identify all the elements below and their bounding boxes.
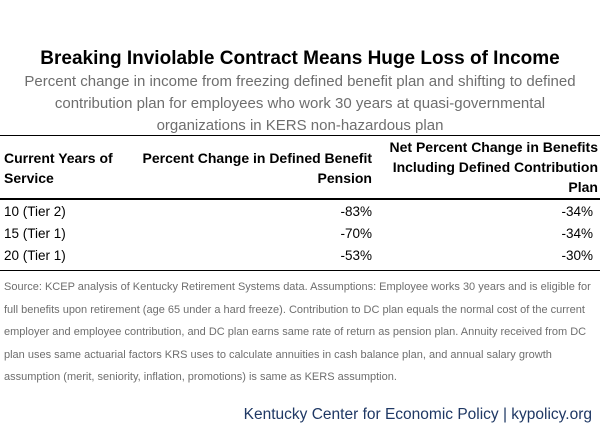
row-net-cell: -30%	[561, 248, 593, 263]
header-db-change: Percent Change in Defined Benefit Pensio…	[142, 150, 372, 186]
table-bottom-rule	[0, 270, 600, 271]
row-years-cell: 15 (Tier 1)	[4, 226, 66, 241]
chart-title: Breaking Inviolable Contract Means Huge …	[40, 48, 560, 69]
table-row: 20 (Tier 1) -53% -30%	[0, 245, 600, 267]
footer-credit: Kentucky Center for Economic Policy | ky…	[243, 406, 592, 423]
row-net-cell: -34%	[561, 204, 593, 219]
row-db-cell: -53%	[340, 248, 372, 263]
header-years-of-service: Current Years of Service	[4, 150, 113, 186]
row-db-cell: -83%	[340, 204, 372, 219]
header-net-change: Net Percent Change in Benefits Including…	[389, 139, 599, 195]
row-net-cell: -34%	[561, 226, 593, 241]
row-years-cell: 20 (Tier 1)	[4, 248, 66, 263]
source-note: Source: KCEP analysis of Kentucky Retire…	[4, 281, 591, 383]
row-db-cell: -70%	[340, 226, 372, 241]
header-bottom-rule	[0, 198, 600, 200]
table-row: 10 (Tier 2) -83% -34%	[0, 201, 600, 223]
table-row: 15 (Tier 1) -70% -34%	[0, 223, 600, 245]
chart-subtitle: Percent change in income from freezing d…	[24, 73, 576, 134]
row-years-cell: 10 (Tier 2)	[4, 204, 66, 219]
table-top-rule	[0, 135, 600, 136]
